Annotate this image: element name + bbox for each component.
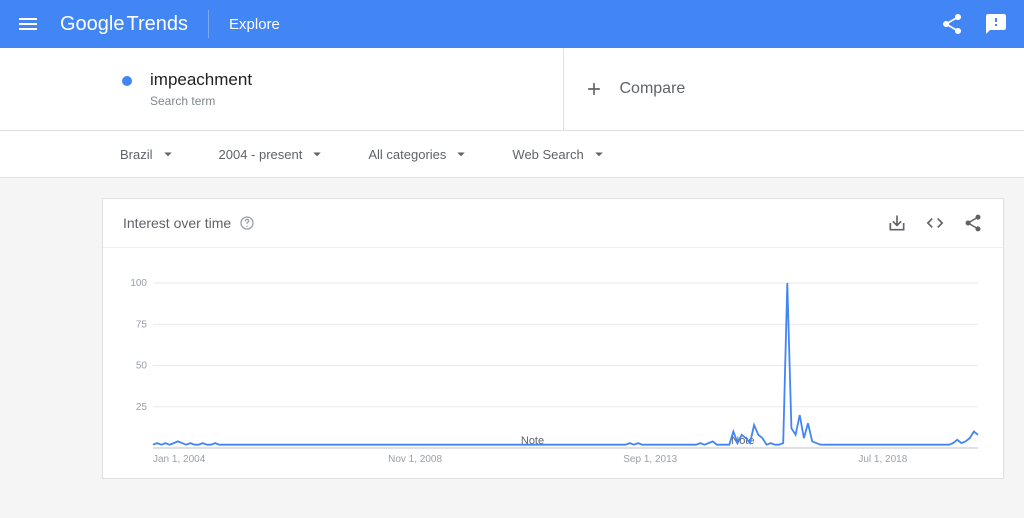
chevron-down-icon <box>159 145 177 163</box>
filters-row: Brazil 2004 - present All categories Web… <box>0 131 1024 178</box>
download-icon[interactable] <box>887 213 907 233</box>
plus-icon <box>584 79 604 99</box>
svg-text:Sep 1, 2013: Sep 1, 2013 <box>623 454 677 465</box>
feedback-icon[interactable] <box>984 12 1008 36</box>
search-term-card[interactable]: impeachment Search term <box>102 48 564 130</box>
logo[interactable]: Google Trends <box>60 13 188 36</box>
filter-search-type[interactable]: Web Search <box>512 145 607 163</box>
share-icon[interactable] <box>940 12 964 36</box>
line-chart: 25 50 75 100 Jan 1, 2004 Nov 1, 2008 Sep 1, 20… <box>123 278 983 468</box>
filter-region-label: Brazil <box>120 147 153 162</box>
compare-label: Compare <box>620 80 686 98</box>
svg-text:50: 50 <box>136 361 148 372</box>
chart-title: Interest over time <box>123 215 231 231</box>
logo-google: Google <box>60 13 125 36</box>
search-term-subtitle: Search term <box>150 94 252 108</box>
embed-icon[interactable] <box>925 213 945 233</box>
filter-time-label: 2004 - present <box>219 147 303 162</box>
chart-header: Interest over time <box>103 199 1003 248</box>
content-area: impeachment Search term Compare Brazil 2… <box>0 48 1024 178</box>
header-divider <box>208 10 209 38</box>
search-row: impeachment Search term Compare <box>0 48 1024 131</box>
header-bar: Google Trends Explore <box>0 0 1024 48</box>
filter-category[interactable]: All categories <box>368 145 470 163</box>
explore-link[interactable]: Explore <box>229 16 280 33</box>
chevron-down-icon <box>308 145 326 163</box>
chart-card: Interest over time 25 50 75 100 Jan 1, 2004 N… <box>102 198 1004 479</box>
svg-text:Jul 1, 2018: Jul 1, 2018 <box>858 454 907 465</box>
chevron-down-icon <box>452 145 470 163</box>
svg-text:75: 75 <box>136 319 148 330</box>
logo-trends: Trends <box>127 13 189 36</box>
help-icon[interactable] <box>239 215 255 231</box>
search-term-text: impeachment <box>150 70 252 90</box>
svg-text:25: 25 <box>136 402 148 413</box>
filter-category-label: All categories <box>368 147 446 162</box>
filter-search-type-label: Web Search <box>512 147 583 162</box>
term-color-dot <box>122 76 132 86</box>
filter-region[interactable]: Brazil <box>120 145 177 163</box>
chevron-down-icon <box>590 145 608 163</box>
filter-time[interactable]: 2004 - present <box>219 145 327 163</box>
svg-text:Nov 1, 2008: Nov 1, 2008 <box>388 454 442 465</box>
svg-text:100: 100 <box>130 278 147 289</box>
menu-icon[interactable] <box>16 12 40 36</box>
chart-body: 25 50 75 100 Jan 1, 2004 Nov 1, 2008 Sep 1, 20… <box>103 248 1003 478</box>
compare-button[interactable]: Compare <box>564 48 1024 130</box>
chart-section: Interest over time 25 50 75 100 Jan 1, 2004 N… <box>0 178 1024 479</box>
share-chart-icon[interactable] <box>963 213 983 233</box>
svg-text:Jan 1, 2004: Jan 1, 2004 <box>153 454 206 465</box>
